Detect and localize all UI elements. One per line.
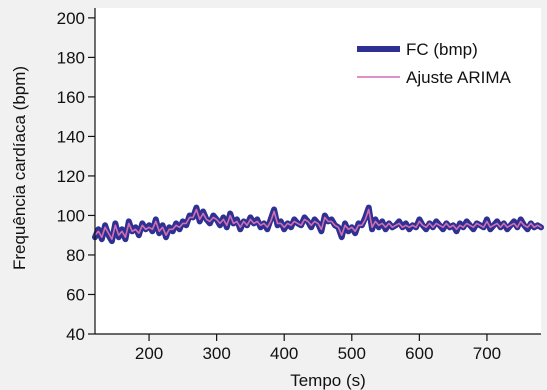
x-tick-label: 500: [338, 344, 366, 363]
axes-layer: [94, 8, 541, 335]
x-tick-label: 700: [473, 344, 501, 363]
y-tick-label: 60: [66, 285, 85, 304]
y-tick-label: 200: [57, 9, 85, 28]
plot-background: [95, 8, 541, 334]
x-axis-label: Tempo (s): [290, 371, 366, 390]
y-axis-label: Frequência cardíaca (bpm): [10, 66, 29, 270]
x-tick-label: 300: [202, 344, 230, 363]
legend-label-fc: FC (bmp): [406, 40, 478, 59]
series-line-arima: [94, 208, 542, 240]
y-tick-label: 40: [66, 325, 85, 344]
x-tick-label: 600: [405, 344, 433, 363]
series-layer: [92, 204, 544, 245]
y-tick-label: 80: [66, 246, 85, 265]
x-tick-label: 400: [270, 344, 298, 363]
legend: FC (bmp) Ajuste ARIMA: [357, 40, 512, 87]
legend-label-arima: Ajuste ARIMA: [406, 68, 512, 87]
y-tick-label: 100: [57, 206, 85, 225]
x-tick-label: 200: [135, 344, 163, 363]
y-tick-label: 180: [57, 48, 85, 67]
y-tick-label: 120: [57, 167, 85, 186]
y-tick-label: 160: [57, 88, 85, 107]
ticks-layer: 40 60 80 100 120 140 160 180 200 200 300 400 500 600 7…: [57, 9, 502, 363]
y-tick-label: 140: [57, 127, 85, 146]
